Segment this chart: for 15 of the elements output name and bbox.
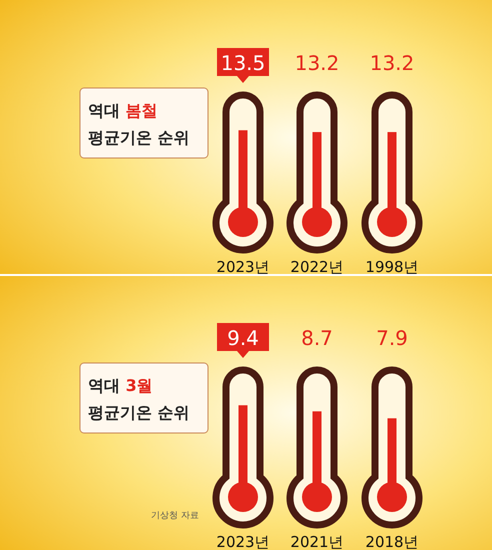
data-label: 7.9 [376,326,408,350]
data-label: 13.2 [370,51,414,75]
x-tick-label: 2021년 [290,533,344,550]
text: 기상청 자료 [151,511,199,521]
data-label: 13.5 [220,51,266,75]
data-label: 8.7 [301,326,333,350]
chart-title: 역대 3월 평균기온 순위 [88,376,190,422]
chart-title: 역대 봄철 평균기온 순위 [88,101,190,147]
x-tick-label: 2023년 [216,533,270,550]
x-tick-label: 2018년 [365,533,419,550]
data-label: 13.2 [294,51,340,75]
data-label: 9.4 [227,326,259,350]
x-tick-label: 2022년 [290,258,344,276]
x-tick-label: 1998년 [365,258,419,276]
x-tick-label: 2023년 [216,258,270,276]
